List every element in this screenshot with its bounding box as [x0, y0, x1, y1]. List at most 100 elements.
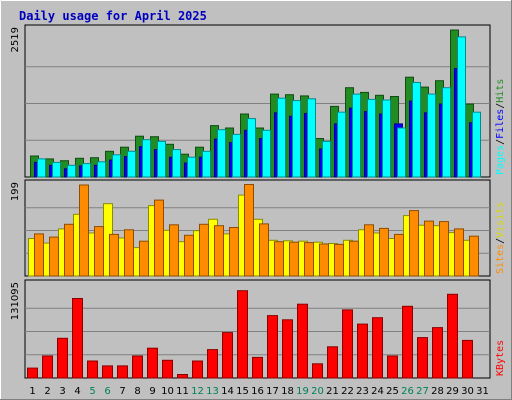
bar-sites-day-13	[215, 226, 224, 276]
day-label-15: 15	[236, 386, 249, 397]
bar-pages-day-30	[473, 112, 481, 177]
day-label-28: 28	[431, 386, 444, 397]
bar-sites-day-24	[380, 228, 389, 276]
bar-pages-day-25	[398, 128, 406, 177]
legend-entry-kbytes: KBytes	[495, 340, 506, 376]
bar-kbytes-day-4	[73, 299, 83, 379]
bar-sites-day-17	[275, 242, 284, 276]
panel-hits-legend: Pages/Files/Hits	[495, 79, 506, 175]
day-label-22: 22	[341, 386, 354, 397]
bar-sites-day-29	[455, 229, 464, 276]
bar-pages-day-20	[323, 141, 331, 177]
bar-kbytes-day-15	[238, 291, 248, 378]
bar-pages-day-24	[383, 100, 391, 177]
bar-pages-day-12	[203, 151, 211, 177]
bar-sites-day-10	[170, 225, 179, 276]
day-label-2: 2	[44, 386, 50, 397]
day-label-9: 9	[149, 386, 155, 397]
day-label-27: 27	[416, 386, 429, 397]
bar-kbytes-day-2	[43, 356, 53, 378]
bar-kbytes-day-13	[208, 350, 218, 378]
panel-hits-ymax-label: 2519	[10, 27, 21, 52]
bar-kbytes-day-14	[223, 333, 233, 378]
day-label-20: 20	[311, 386, 324, 397]
day-label-23: 23	[356, 386, 369, 397]
panel-kbytes: 131095 KBytes	[10, 280, 506, 378]
legend-entry-sites: Sites	[495, 244, 506, 274]
bar-sites-day-1	[35, 234, 44, 276]
bar-sites-day-28	[440, 222, 449, 276]
bar-kbytes-day-9	[148, 348, 158, 378]
day-label-12: 12	[191, 386, 204, 397]
bar-kbytes-day-19	[298, 304, 308, 378]
panel-visits-ymax-label: 199	[10, 182, 21, 201]
day-label-24: 24	[371, 386, 384, 397]
bar-sites-day-23	[365, 225, 374, 276]
bar-kbytes-day-16	[253, 357, 263, 378]
bar-pages-day-5	[98, 162, 106, 177]
bar-sites-day-18	[290, 242, 299, 276]
bar-sites-day-9	[155, 200, 164, 276]
bar-kbytes-day-21	[328, 347, 338, 378]
bar-pages-day-13	[218, 130, 226, 177]
bar-pages-day-6	[113, 155, 121, 177]
day-label-4: 4	[74, 386, 80, 397]
bar-pages-day-10	[173, 150, 181, 177]
bar-pages-day-17	[278, 98, 286, 177]
day-label-13: 13	[206, 386, 219, 397]
bar-kbytes-day-7	[118, 366, 128, 378]
bar-kbytes-day-26	[403, 306, 413, 378]
bar-pages-day-21	[338, 112, 346, 177]
bar-kbytes-day-28	[433, 328, 443, 378]
legend-entry-pages: Pages	[495, 145, 506, 175]
panel-hits: 2519 Pages/Files/Hits	[10, 25, 506, 177]
panel-visits: 199 Sites/Visits	[10, 180, 506, 276]
day-label-21: 21	[326, 386, 339, 397]
day-label-18: 18	[281, 386, 294, 397]
day-label-1: 1	[29, 386, 35, 397]
legend-entry-files: Files	[495, 109, 506, 139]
bar-kbytes-day-23	[358, 324, 368, 378]
day-label-10: 10	[161, 386, 174, 397]
bar-kbytes-day-24	[373, 318, 383, 378]
bar-kbytes-day-22	[343, 310, 353, 378]
day-label-5: 5	[89, 386, 95, 397]
day-label-31: 31	[476, 386, 489, 397]
day-label-26: 26	[401, 386, 414, 397]
day-label-17: 17	[266, 386, 279, 397]
legend-entry-visits: Visits	[495, 202, 506, 238]
bar-pages-day-4	[83, 164, 91, 177]
day-label-14: 14	[221, 386, 234, 397]
panel-kbytes-ymax-label: 131095	[10, 282, 21, 320]
bar-sites-day-30	[470, 236, 479, 276]
bar-pages-day-9	[158, 141, 166, 177]
bar-pages-day-7	[128, 151, 136, 177]
bar-sites-day-22	[350, 241, 359, 276]
bar-pages-day-15	[248, 119, 256, 177]
bar-pages-day-2	[53, 162, 61, 177]
bar-pages-day-18	[293, 101, 301, 177]
day-label-29: 29	[446, 386, 459, 397]
bar-kbytes-day-29	[448, 294, 458, 378]
bar-kbytes-day-3	[58, 338, 68, 378]
bar-kbytes-day-5	[88, 361, 98, 378]
bar-pages-day-22	[353, 94, 361, 177]
bar-sites-day-14	[230, 228, 239, 277]
day-label-11: 11	[176, 386, 189, 397]
bar-pages-day-29	[458, 37, 466, 177]
bar-sites-day-4	[80, 185, 89, 276]
bar-kbytes-day-10	[163, 360, 173, 378]
bar-kbytes-day-20	[313, 364, 323, 378]
bar-kbytes-day-11	[178, 375, 188, 379]
bar-sites-day-15	[245, 185, 254, 277]
chart-panels: 2519Pages/Files/Hits199Sites/Visits13109…	[10, 25, 506, 378]
bar-kbytes-day-12	[193, 361, 203, 378]
bar-pages-day-23	[368, 99, 376, 177]
bar-sites-day-3	[65, 224, 74, 276]
bar-sites-day-25	[395, 234, 404, 276]
bar-sites-day-21	[335, 244, 344, 276]
day-label-19: 19	[296, 386, 309, 397]
day-label-16: 16	[251, 386, 264, 397]
